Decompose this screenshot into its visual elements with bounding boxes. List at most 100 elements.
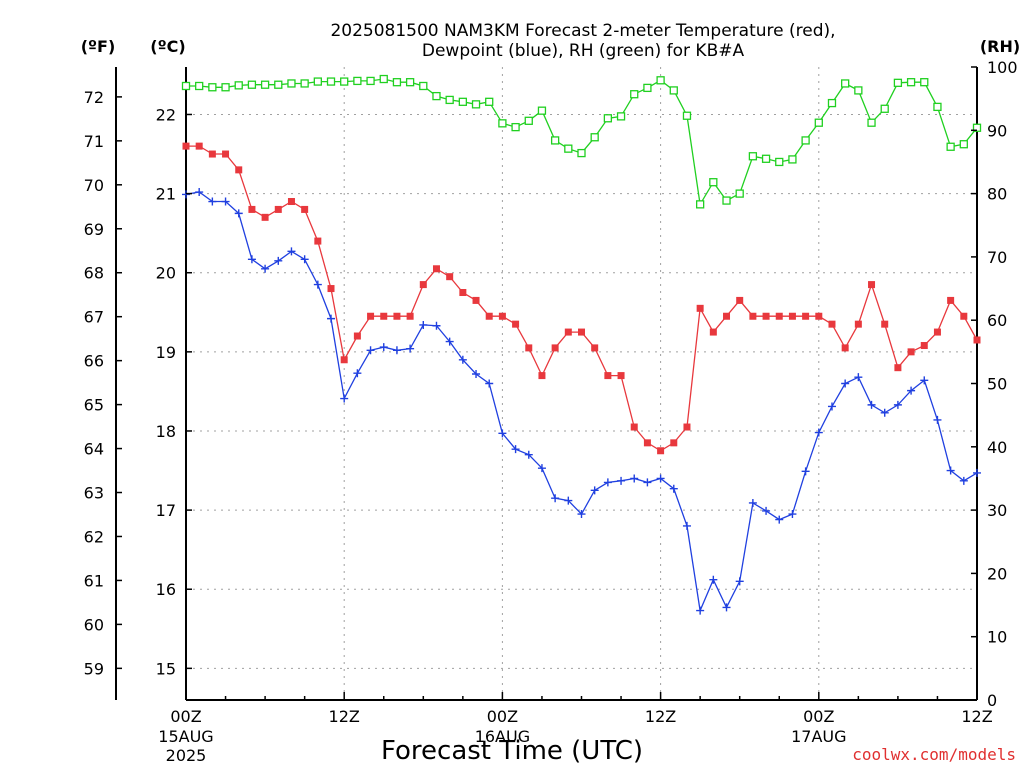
celsius-tick-label: 16 xyxy=(156,580,176,599)
temperature-point xyxy=(947,296,955,304)
rh-point xyxy=(537,106,547,115)
rh-point xyxy=(419,81,428,91)
dewpoint-point xyxy=(551,494,560,503)
x-tick-label: 12Z xyxy=(961,707,992,726)
dewpoint-point xyxy=(762,506,771,515)
rh-point xyxy=(867,118,876,127)
rh-point xyxy=(260,80,270,89)
rh-tick-label: 70 xyxy=(987,248,1007,267)
x-date-label: 16AUG xyxy=(475,727,530,746)
fahrenheit-tick-label: 65 xyxy=(84,396,104,415)
dewpoint-point xyxy=(247,255,256,264)
temperature-point xyxy=(327,285,335,293)
dewpoint-point xyxy=(959,476,968,485)
x-tick-label: 12Z xyxy=(329,707,360,726)
rh-point xyxy=(590,133,599,142)
temperature-point xyxy=(828,320,836,328)
celsius-axis: 15 16 17 18 19 20 21 22 xyxy=(156,105,192,678)
dewpoint-point xyxy=(392,346,401,355)
rh-point xyxy=(603,114,613,123)
rh-point xyxy=(274,80,283,89)
temperature-point xyxy=(815,312,823,320)
dewpoint-point xyxy=(841,379,850,388)
dewpoint-point xyxy=(590,486,599,495)
rh-point xyxy=(234,81,243,90)
rh-point xyxy=(247,80,257,89)
dewpoint-point xyxy=(313,280,322,289)
dewpoint-point xyxy=(327,314,336,323)
fahrenheit-tick-label: 71 xyxy=(84,132,104,151)
temperature-point xyxy=(498,312,506,320)
celsius-tick-label: 18 xyxy=(156,422,176,441)
temperature-point xyxy=(578,328,585,336)
temperature-point xyxy=(670,439,678,447)
series-layer xyxy=(181,74,982,615)
chart-title-line-2: Dewpoint (blue), RH (green) for KB#A xyxy=(422,41,745,61)
grid-lines xyxy=(186,67,977,700)
rh-unit-label: (RH) xyxy=(980,37,1020,56)
dewpoint-point xyxy=(643,478,652,487)
rh-point xyxy=(432,91,441,101)
rh-tick-label: 60 xyxy=(987,311,1007,330)
rh-point xyxy=(511,122,520,132)
temperature-point xyxy=(894,364,902,372)
rh-point xyxy=(405,78,415,87)
dewpoint-point xyxy=(419,320,428,329)
temperature-point xyxy=(446,273,454,281)
dewpoint-point xyxy=(801,467,810,476)
temperature-point xyxy=(749,312,757,320)
rh-point xyxy=(841,79,850,88)
temperature-point xyxy=(881,320,889,328)
rh-point xyxy=(326,77,336,86)
temperature-point xyxy=(419,281,427,289)
dewpoint-point xyxy=(867,400,876,409)
dewpoint-point xyxy=(300,255,309,264)
rh-point xyxy=(920,78,929,87)
temperature-point xyxy=(630,423,638,431)
rh-point xyxy=(485,97,494,106)
dewpoint-point xyxy=(182,190,190,199)
rh-point xyxy=(946,142,955,151)
dewpoint-point xyxy=(722,603,731,612)
rh-point xyxy=(893,78,903,87)
celsius-tick-label: 19 xyxy=(156,343,176,362)
temperature-point xyxy=(314,237,322,245)
dewpoint-point xyxy=(445,337,454,346)
dewpoint-point xyxy=(274,256,283,265)
fahrenheit-axis: 59 60 61 62 63 64 65 66 67 68 69 70 71 72 xyxy=(84,67,122,700)
dewpoint-point xyxy=(234,209,243,218)
rh-point xyxy=(313,77,322,86)
dewpoint-point xyxy=(788,510,797,519)
temperature-point xyxy=(182,142,190,150)
rh-point xyxy=(669,86,678,95)
celsius-tick-label: 15 xyxy=(156,659,176,678)
temperature-point xyxy=(459,289,467,297)
dewpoint-point xyxy=(669,484,678,493)
x-year-label: 2025 xyxy=(166,746,207,765)
x-tick-label: 00Z xyxy=(803,707,834,726)
dewpoint-point xyxy=(208,197,217,206)
rh-point xyxy=(933,102,942,112)
dewpoint-point xyxy=(221,197,230,206)
dewpoint-point xyxy=(630,474,639,483)
rh-tick-label: 50 xyxy=(987,375,1007,394)
rh-tick-label: 40 xyxy=(987,438,1007,457)
dewpoint-point xyxy=(379,343,388,352)
dewpoint-point xyxy=(287,247,296,256)
rh-point xyxy=(445,95,454,105)
dewpoint-point xyxy=(920,376,929,385)
rh-tick-label: 0 xyxy=(987,691,997,710)
dewpoint-point xyxy=(814,428,823,437)
temperature-point xyxy=(525,344,533,352)
dewpoint-point xyxy=(603,478,612,487)
rh-point xyxy=(814,118,823,127)
rh-point xyxy=(208,83,217,92)
temperature-point xyxy=(696,304,704,312)
dewpoint-point xyxy=(261,264,270,273)
rh-point xyxy=(775,157,784,167)
fahrenheit-tick-label: 67 xyxy=(84,308,104,327)
fahrenheit-tick-label: 64 xyxy=(84,440,104,459)
rh-point xyxy=(854,86,863,95)
rh-point xyxy=(366,76,375,86)
